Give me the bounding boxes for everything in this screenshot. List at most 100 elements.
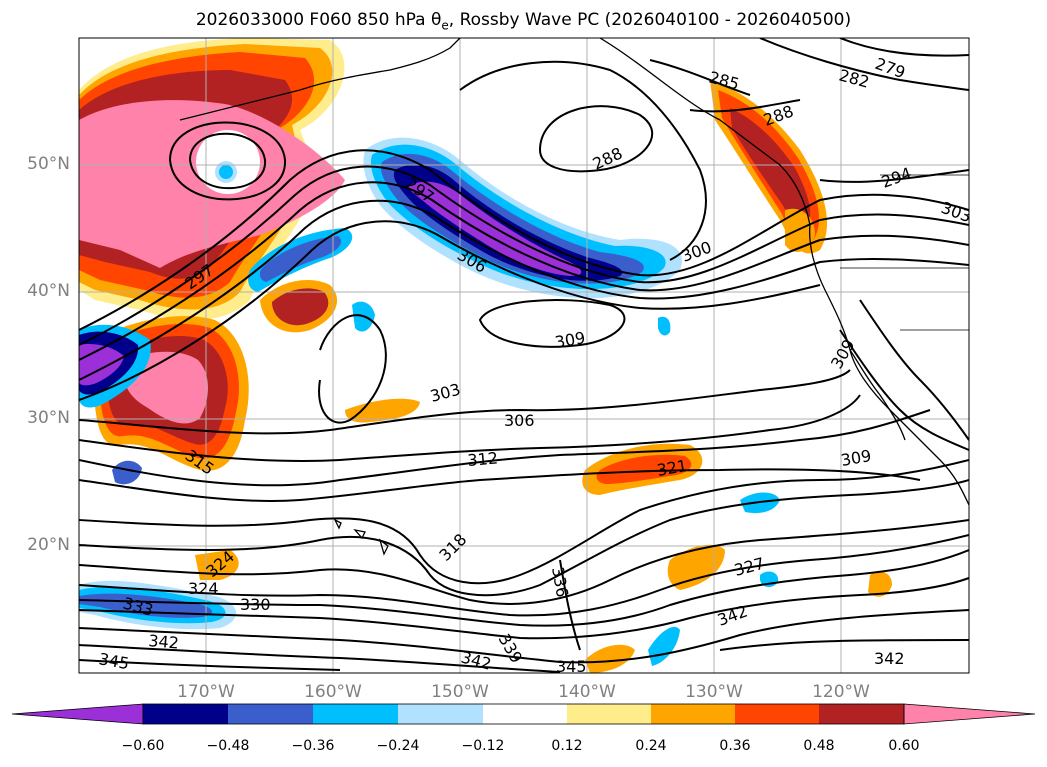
colorbar-segment: [651, 704, 735, 724]
shade-145w-orange: [345, 398, 420, 423]
shade-south-navy: [79, 593, 213, 618]
contour-label: 312: [467, 448, 499, 470]
colorbar-tick-label: −0.60: [121, 738, 165, 754]
colorbar-segment: [143, 704, 228, 724]
colorbar-segment: [567, 704, 651, 724]
contour-jet-3: [79, 181, 969, 361]
contour-label: 345: [556, 657, 587, 676]
figure-title: 2026033000 F060 850 hPa θe, Rossby Wave …: [0, 10, 1047, 32]
shade-bottom-orange: [585, 644, 635, 673]
contour-jet-1: [79, 149, 969, 331]
coast-hawaii-3: [378, 538, 389, 556]
colorbar-frame: [142, 703, 905, 725]
contour-312: [79, 409, 931, 487]
lon-label-130w: 130°W: [685, 682, 743, 702]
lon-label-120w: 120°W: [812, 682, 870, 702]
contour-288-east: [689, 99, 801, 113]
colorbar-tick-label: 0.24: [635, 738, 667, 754]
title-suffix: , Rossby Wave PC (2026040100 - 202604050…: [448, 10, 852, 30]
contour-333: [79, 577, 969, 640]
contour-339: [79, 609, 969, 664]
colorbar-tick-label: 0.48: [803, 738, 835, 754]
lon-label-170w: 170°W: [177, 682, 235, 702]
colorbar-segment: [398, 704, 483, 724]
contour-cutoff-low-2: [168, 121, 287, 201]
contour-294: [819, 169, 969, 183]
shade-160w-darkred: [272, 288, 329, 326]
shade-160w-navy: [259, 236, 342, 282]
colorbar-segment: [735, 704, 819, 724]
map-frame: [78, 37, 970, 674]
contour-label: 345: [97, 649, 130, 673]
shade-mid-blue-small2: [658, 316, 671, 336]
contour-327: [79, 534, 969, 617]
contour-342-east: [719, 639, 969, 651]
contour-mid-2: [79, 394, 861, 462]
contour-label: 342: [874, 649, 905, 668]
lat-label-20n: 20°N: [27, 535, 70, 555]
shade-midpac-pink: [123, 351, 208, 424]
shade-bc-east-orange: [785, 208, 815, 253]
shade-left-blue-small: [112, 460, 142, 485]
contour-318: [79, 459, 969, 585]
contour-jet-5: [79, 220, 821, 401]
lon-label-140w: 140°W: [558, 682, 616, 702]
colorbar: [11, 703, 1036, 725]
shade-bc-coast-darkred: [730, 108, 811, 231]
contour-label: 324: [188, 579, 219, 598]
lat-label-30n: 30°N: [27, 408, 70, 428]
contour-mid-1: [79, 369, 851, 435]
contour-300: [459, 60, 707, 261]
colorbar-segment: [819, 704, 904, 724]
contour-309-east: [859, 299, 969, 441]
colorbar-tick-label: −0.24: [376, 738, 420, 754]
contour-345: [79, 659, 341, 671]
coastlines: [179, 38, 969, 556]
contour-282: [759, 38, 969, 91]
contour-303-loop: [318, 314, 387, 424]
coast-north-america-west: [809, 224, 969, 506]
coast-hawaii-1: [333, 518, 342, 530]
shade-se-orange: [667, 544, 725, 590]
coast-baja: [849, 349, 906, 441]
coast-alaska: [179, 38, 461, 121]
theta-e-contours: [79, 38, 969, 673]
title-subscript: e: [441, 18, 449, 33]
contour-285: [649, 59, 751, 96]
lon-label-150w: 150°W: [431, 682, 489, 702]
title-prefix: 2026033000 F060 850 hPa θ: [195, 10, 442, 30]
shade-subtrop-321-red: [596, 454, 692, 484]
colorbar-tick-label: 0.36: [719, 738, 751, 754]
colorbar-tick-label: 0.60: [888, 738, 920, 754]
colorbar-segment: [483, 704, 567, 724]
shade-cabo-orange: [868, 571, 892, 597]
colorbar-extend-min: [11, 703, 144, 725]
colorbar-segment: [313, 704, 398, 724]
contour-jet-4: [79, 199, 969, 381]
lat-label-40n: 40°N: [27, 281, 70, 301]
contour-324: [79, 519, 969, 605]
map-panel: 279 282 285 288 288 294 303 297 306 300 …: [79, 38, 969, 676]
lon-label-160w: 160°W: [304, 682, 362, 702]
contour-label: 306: [504, 411, 535, 430]
contour-label: 342: [148, 631, 180, 653]
coast-alaska-panhandle: [599, 38, 811, 226]
contour-288-ring: [538, 105, 654, 173]
contour-321: [79, 479, 969, 597]
lat-label-50n: 50°N: [27, 154, 70, 174]
colorbar-tick-label: 0.12: [551, 738, 583, 754]
contour-309-loop: [478, 299, 626, 348]
contour-cutoff-low-1: [188, 132, 267, 190]
colorbar-tick-label: −0.48: [206, 738, 250, 754]
contour-jet-2: [79, 165, 969, 346]
shade-cutoff-low-blue: [219, 165, 233, 179]
colorbar-segment: [228, 704, 313, 724]
coast-hawaii-2: [353, 528, 366, 540]
colorbar-extend-max: [903, 703, 1036, 725]
contour-309-east-2: [839, 329, 969, 451]
contour-336: [559, 559, 581, 651]
contour-label: 330: [240, 595, 271, 614]
colorbar-tick-label: −0.12: [461, 738, 505, 754]
colorbar-tick-label: −0.36: [291, 738, 335, 754]
